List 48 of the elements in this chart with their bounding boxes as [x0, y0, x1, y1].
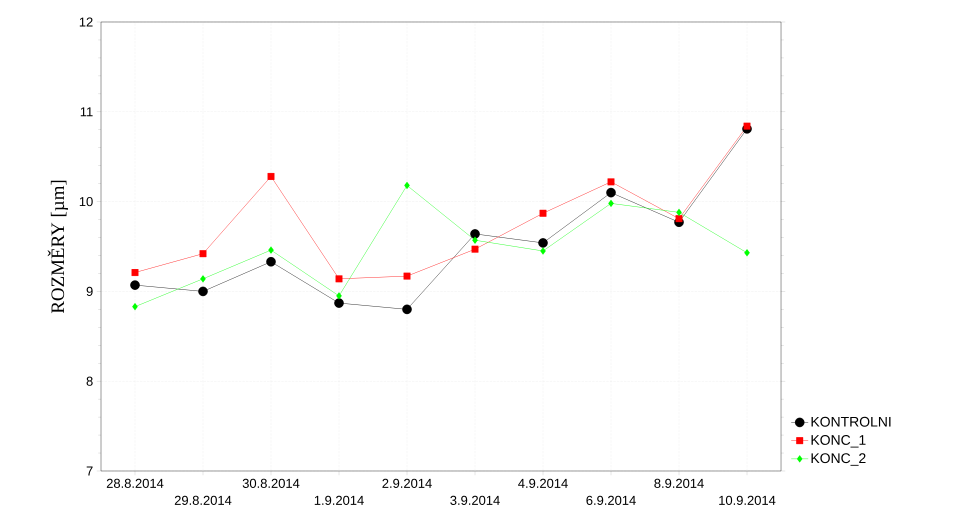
y-tick-label: 8	[86, 376, 93, 386]
point	[132, 302, 138, 310]
x-tick-label: 1.9.2014	[314, 496, 364, 505]
x-tick-label: 4.9.2014	[518, 478, 568, 488]
x-tick-label: 30.8.2014	[242, 478, 300, 488]
point	[268, 172, 274, 180]
y-tick-label: 11	[80, 107, 93, 116]
point	[200, 250, 206, 258]
legend-label: KONTROLNI	[812, 416, 890, 427]
point	[540, 210, 546, 217]
legend-label: KONC_2	[812, 453, 866, 466]
point	[336, 292, 342, 300]
point	[676, 208, 682, 216]
x-tick-label: 3.9.2014	[450, 496, 500, 505]
y-tick-label: 12	[80, 17, 93, 27]
point	[606, 188, 616, 198]
point	[200, 275, 206, 283]
point	[130, 280, 140, 290]
y-tick-label: 7	[86, 466, 93, 476]
point	[676, 215, 682, 222]
point	[472, 236, 478, 244]
point	[266, 256, 276, 267]
point	[336, 275, 342, 282]
point	[744, 122, 751, 130]
point	[538, 238, 548, 248]
y-axis-title: ROZMĚRY [µm]	[48, 180, 68, 314]
point	[744, 249, 750, 256]
legend-label: KONC_1	[812, 435, 866, 448]
point	[470, 229, 480, 239]
x-tick-label: 6.9.2014	[586, 496, 636, 505]
y-tick-label: 9	[86, 286, 93, 296]
y-tick-label: 10	[80, 197, 93, 206]
x-tick-label: 28.8.2014	[106, 478, 164, 488]
point	[334, 298, 344, 308]
x-tick-label: 29.8.2014	[174, 496, 232, 505]
point	[472, 246, 478, 253]
point	[608, 200, 614, 208]
point	[132, 269, 138, 276]
point	[198, 286, 208, 296]
point	[404, 272, 410, 280]
point	[402, 304, 412, 314]
point	[540, 247, 546, 255]
point	[608, 178, 614, 186]
x-tick-label: 10.9.2014	[719, 496, 776, 505]
x-tick-label: 8.9.2014	[654, 478, 704, 488]
x-tick-label: 2.9.2014	[382, 478, 432, 488]
point	[404, 182, 410, 190]
point	[268, 246, 274, 254]
